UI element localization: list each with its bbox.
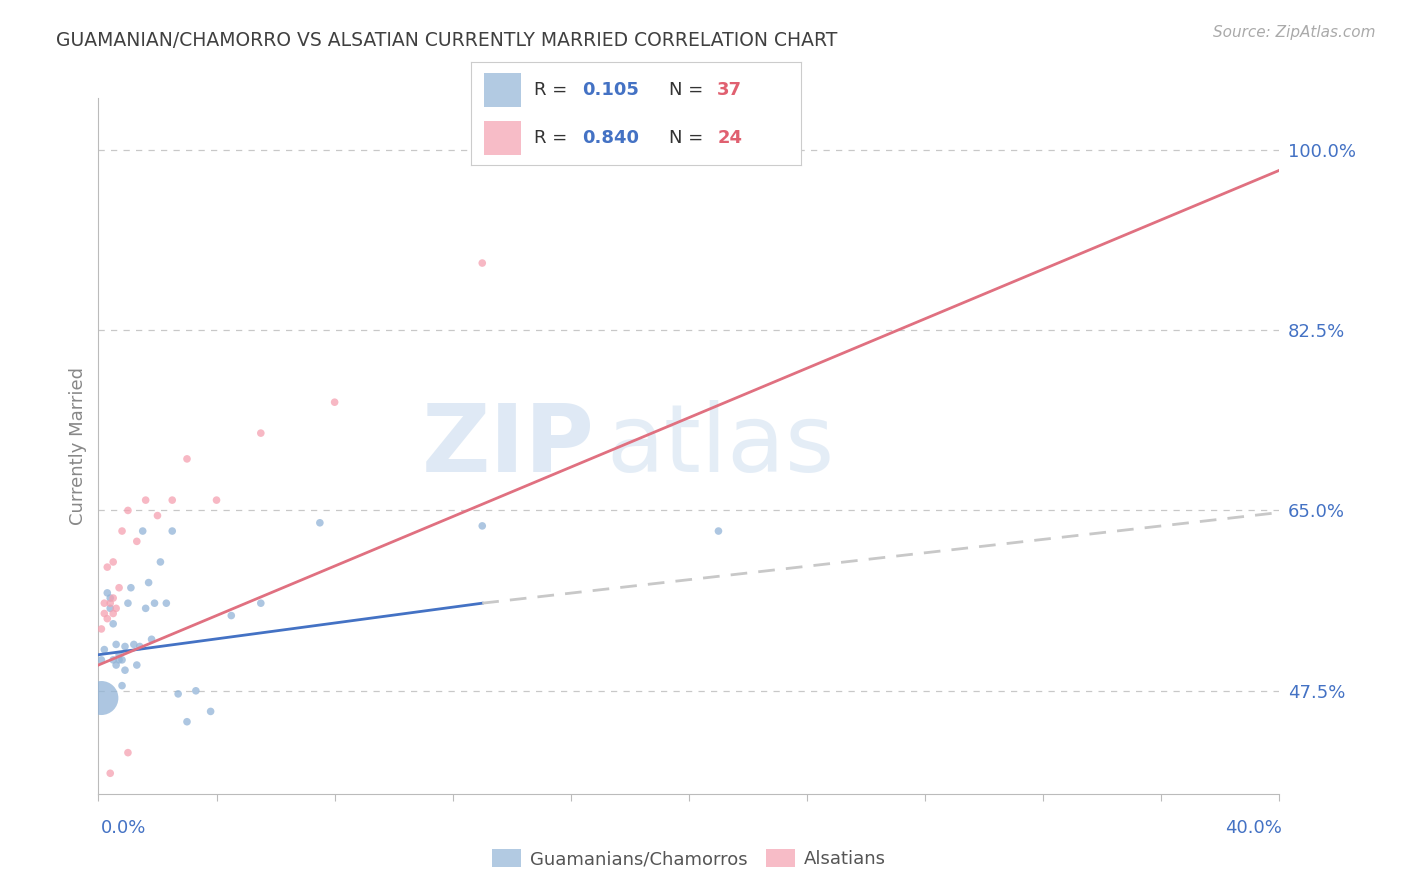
Bar	[484, 121, 520, 155]
Point	[135, 493, 157, 508]
Point	[103, 616, 125, 631]
Point	[135, 601, 157, 615]
Point	[93, 596, 115, 610]
Text: 0.840: 0.840	[582, 128, 638, 147]
Point	[93, 642, 115, 657]
Point	[105, 601, 128, 615]
Point	[111, 679, 134, 693]
Point	[176, 451, 198, 466]
Point	[98, 601, 121, 615]
Point	[125, 534, 148, 549]
Point	[90, 622, 112, 636]
Text: GUAMANIAN/CHAMORRO VS ALSATIAN CURRENTLY MARRIED CORRELATION CHART: GUAMANIAN/CHAMORRO VS ALSATIAN CURRENTLY…	[56, 31, 838, 50]
Text: 24: 24	[717, 128, 742, 147]
Point	[184, 683, 207, 698]
Point	[323, 395, 346, 409]
Point	[250, 426, 273, 441]
Text: N =: N =	[669, 80, 709, 99]
Point	[128, 640, 150, 654]
Point	[250, 596, 273, 610]
Point	[200, 705, 222, 719]
Text: 40.0%: 40.0%	[1226, 819, 1282, 837]
Text: 0.105: 0.105	[582, 80, 638, 99]
Point	[117, 746, 139, 760]
Point	[167, 687, 190, 701]
Point	[103, 653, 125, 667]
Point	[105, 637, 128, 651]
Point	[117, 596, 139, 610]
Point	[125, 658, 148, 673]
Point	[162, 524, 183, 538]
Point	[103, 591, 125, 605]
Point	[96, 560, 118, 574]
Point	[114, 640, 136, 654]
Point	[149, 555, 172, 569]
Point	[111, 524, 134, 538]
Point	[98, 766, 121, 780]
Point	[98, 596, 121, 610]
Text: R =: R =	[534, 80, 572, 99]
Point	[219, 608, 242, 623]
Text: 0.0%: 0.0%	[101, 819, 146, 837]
Text: Source: ZipAtlas.com: Source: ZipAtlas.com	[1212, 25, 1375, 40]
Point	[138, 575, 160, 590]
Point	[120, 581, 142, 595]
Point	[122, 637, 145, 651]
Y-axis label: Currently Married: Currently Married	[69, 367, 87, 525]
Point	[141, 632, 163, 647]
Point	[155, 596, 177, 610]
Text: N =: N =	[669, 128, 709, 147]
Point	[471, 256, 494, 270]
Bar	[484, 73, 520, 106]
Point	[105, 658, 128, 673]
Point	[111, 653, 134, 667]
Point	[108, 581, 131, 595]
Text: atlas: atlas	[606, 400, 835, 492]
Legend: Guamanians/Chamorros, Alsatians: Guamanians/Chamorros, Alsatians	[485, 841, 893, 875]
Text: 37: 37	[717, 80, 742, 99]
Point	[108, 653, 131, 667]
Point	[205, 493, 228, 508]
Point	[309, 516, 332, 530]
Point	[108, 648, 131, 662]
Point	[162, 493, 183, 508]
Text: R =: R =	[534, 128, 572, 147]
Text: ZIP: ZIP	[422, 400, 595, 492]
Point	[96, 586, 118, 600]
Point	[90, 653, 112, 667]
Point	[93, 607, 115, 621]
Point	[143, 596, 166, 610]
Point	[117, 503, 139, 517]
Point	[103, 607, 125, 621]
Point	[471, 519, 494, 533]
Point	[96, 612, 118, 626]
Point	[707, 524, 730, 538]
Point	[90, 691, 112, 706]
Point	[98, 591, 121, 605]
Point	[114, 663, 136, 677]
Point	[146, 508, 169, 523]
Point	[103, 555, 125, 569]
Point	[132, 524, 155, 538]
Point	[176, 714, 198, 729]
